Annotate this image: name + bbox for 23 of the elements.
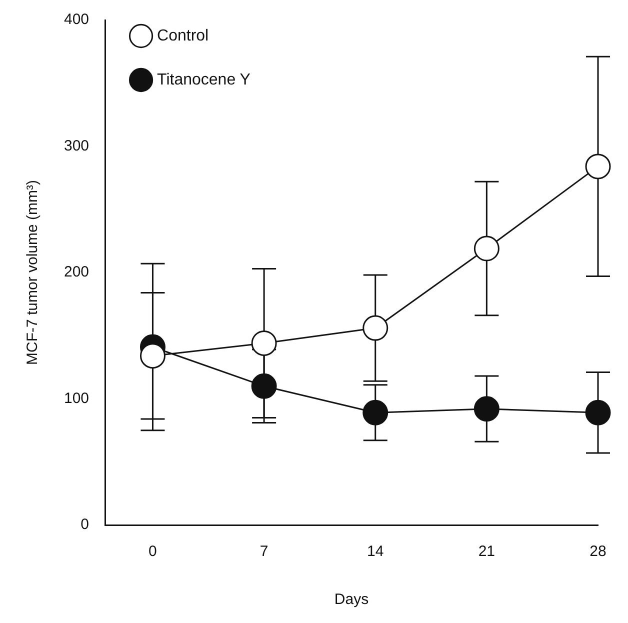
x-tick-label: 14	[367, 543, 384, 560]
x-tick-label: 21	[478, 543, 496, 560]
x-tick-label: 0	[148, 543, 157, 560]
point	[474, 396, 500, 422]
y-tick-label: 100	[64, 390, 90, 407]
point	[362, 400, 388, 426]
y-tick-label: 300	[64, 137, 90, 154]
y-tick-label: 200	[64, 264, 90, 281]
x-tick-label: 7	[260, 543, 268, 560]
point	[585, 154, 611, 180]
point	[140, 343, 166, 369]
legend-label: Control	[157, 27, 209, 44]
point	[585, 400, 611, 426]
y-axis-title: MCF-7 tumor volume (mm³)	[24, 180, 42, 366]
x-tick-label: 28	[590, 543, 606, 560]
x-axis-title: Days	[334, 591, 369, 608]
point	[474, 236, 500, 262]
y-tick-label: 0	[80, 516, 90, 534]
point	[251, 373, 277, 399]
y-tick-label: 400	[64, 11, 90, 28]
point	[251, 330, 277, 356]
point	[362, 315, 388, 341]
legend-label: Titanocene Y	[157, 71, 251, 88]
